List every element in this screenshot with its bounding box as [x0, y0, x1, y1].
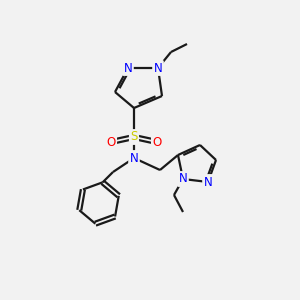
Text: N: N — [124, 61, 132, 74]
Text: O: O — [106, 136, 116, 148]
Text: N: N — [130, 152, 138, 164]
Text: S: S — [130, 130, 138, 143]
Text: N: N — [178, 172, 188, 185]
Text: N: N — [204, 176, 212, 188]
Text: N: N — [154, 61, 162, 74]
Text: O: O — [152, 136, 162, 148]
